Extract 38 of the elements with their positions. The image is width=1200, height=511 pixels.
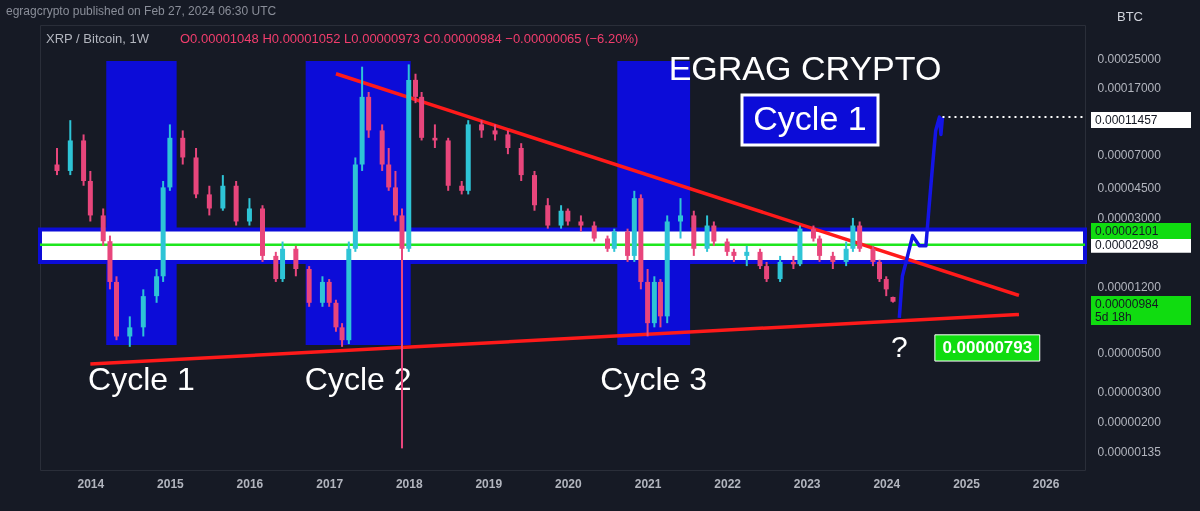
x-tick-label: 2026 (1032, 476, 1060, 491)
annotation: ? (890, 329, 908, 363)
x-tick-label: 2024 (873, 476, 901, 491)
x-tick-label: 2022 (714, 476, 742, 491)
text: 0.00002101 (1095, 224, 1159, 238)
x-tick-label: 2014 (77, 476, 105, 491)
y-tick-label: 0.00000200 (1097, 415, 1162, 430)
y-tick-label: 0.00004500 (1097, 180, 1162, 195)
text: 0.00011457 (1095, 113, 1158, 127)
y-tick-label: 0.00003000 (1097, 211, 1162, 226)
chart-subtitle: O0.00001048 H0.00001052 L0.00000973 C0.00000984 −0.00000065 (−6.20%) (180, 31, 639, 46)
y-tick-label: 0.00000135 (1097, 444, 1162, 459)
y-tick-label: 0.00000300 (1097, 384, 1162, 399)
x-tick-label: 2017 (316, 476, 344, 491)
text: 5d 18h (1095, 310, 1132, 324)
x-tick-label: 2025 (953, 476, 981, 491)
annotation: 0.00000793 (942, 337, 1033, 357)
y-tick-label: 0.00007000 (1097, 147, 1162, 162)
x-tick-label: 2021 (634, 476, 662, 491)
y-axis-title: BTC (1117, 9, 1143, 24)
band-label: Cycle 1 (88, 361, 195, 397)
x-tick-label: 2016 (236, 476, 264, 491)
y-tick-label: 0.00000500 (1097, 346, 1162, 361)
y-tick-label: 0.00001200 (1097, 280, 1162, 295)
y-tick-label: 0.00017000 (1097, 80, 1162, 95)
line-series (897, 115, 945, 320)
x-tick-label: 2015 (157, 476, 185, 491)
text: 0.00000984 (1095, 297, 1159, 311)
x-tick-label: 2018 (395, 476, 423, 491)
ref-line-label: 0.00002098 (1095, 237, 1159, 252)
y-tick-label: 0.00025000 (1097, 51, 1162, 66)
annotation: Cycle 1 (753, 99, 867, 137)
x-tick-label: 2023 (793, 476, 821, 491)
band-label: Cycle 3 (600, 361, 708, 397)
text: egragcrypto published on Feb 27, 2024 06:30 UTC (6, 4, 277, 18)
x-tick-label: 2019 (475, 476, 503, 491)
x-tick-label: 2020 (554, 476, 583, 491)
chart-title: XRP / Bitcoin, 1W (46, 31, 150, 46)
